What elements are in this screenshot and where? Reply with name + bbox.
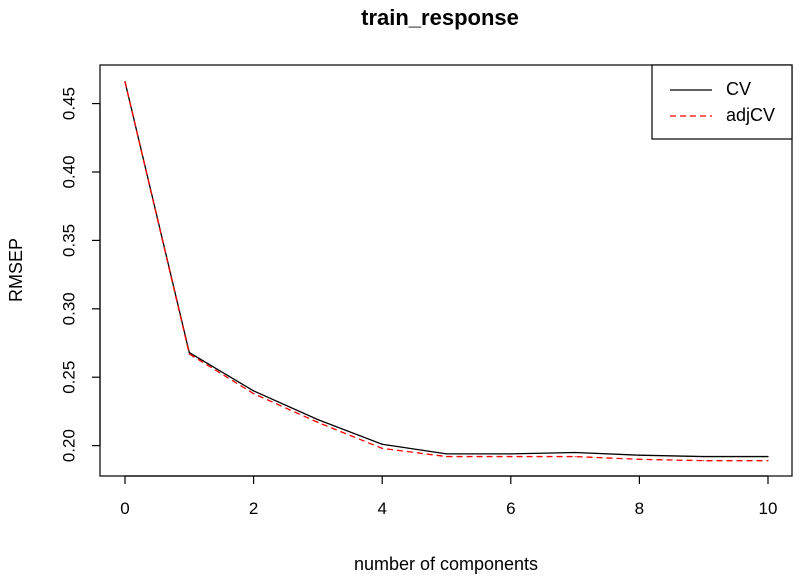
data-point-adjCV [510, 455, 512, 458]
x-tick-label: 4 [377, 499, 386, 518]
y-tick-label: 0.20 [59, 429, 78, 462]
data-point-CV [510, 453, 512, 455]
series-layer [124, 81, 769, 462]
data-point-adjCV [574, 455, 576, 458]
y-tick-label: 0.35 [59, 224, 78, 257]
data-point-CV [188, 351, 190, 354]
legend: CV adjCV [651, 64, 793, 140]
legend-label-CV: CV [726, 79, 751, 99]
x-tick-label: 2 [249, 499, 258, 518]
data-point-CV [638, 454, 641, 456]
data-point-CV [317, 419, 319, 421]
data-point-adjCV [381, 447, 383, 449]
legend-label-adjCV: adjCV [726, 105, 775, 125]
data-point-adjCV [767, 460, 769, 462]
data-point-CV [767, 455, 769, 458]
data-point-adjCV [188, 353, 190, 355]
x-tick-label: 6 [506, 499, 515, 518]
data-point-adjCV [124, 81, 126, 83]
legend-box [651, 64, 793, 140]
data-point-CV [253, 390, 255, 392]
x-tick-label: 0 [120, 499, 129, 518]
data-point-CV [574, 451, 576, 454]
y-tick-label: 0.30 [59, 292, 78, 325]
y-tick-label: 0.40 [59, 155, 78, 188]
x-axis-label: number of components [354, 554, 538, 574]
x-tick-label: 10 [759, 499, 778, 518]
series-line-adjCV [124, 81, 768, 462]
data-point-CV [381, 443, 383, 445]
chart-title: train_response [361, 5, 519, 30]
data-point-adjCV [638, 458, 641, 460]
data-point-adjCV [445, 455, 448, 458]
data-point-CV [445, 453, 448, 455]
y-tick-label: 0.45 [59, 87, 78, 120]
y-tick-label: 0.25 [59, 361, 78, 394]
x-axis: 0 2 4 6 8 10 [120, 475, 778, 518]
x-tick-label: 8 [635, 499, 644, 518]
data-point-adjCV [703, 460, 705, 462]
y-axis-label: RMSEP [6, 238, 26, 302]
data-point-adjCV [317, 421, 319, 423]
data-point-adjCV [253, 393, 255, 395]
y-axis: 0.20 0.25 0.30 0.35 0.40 0.45 [59, 87, 101, 462]
data-point-CV [703, 455, 705, 458]
